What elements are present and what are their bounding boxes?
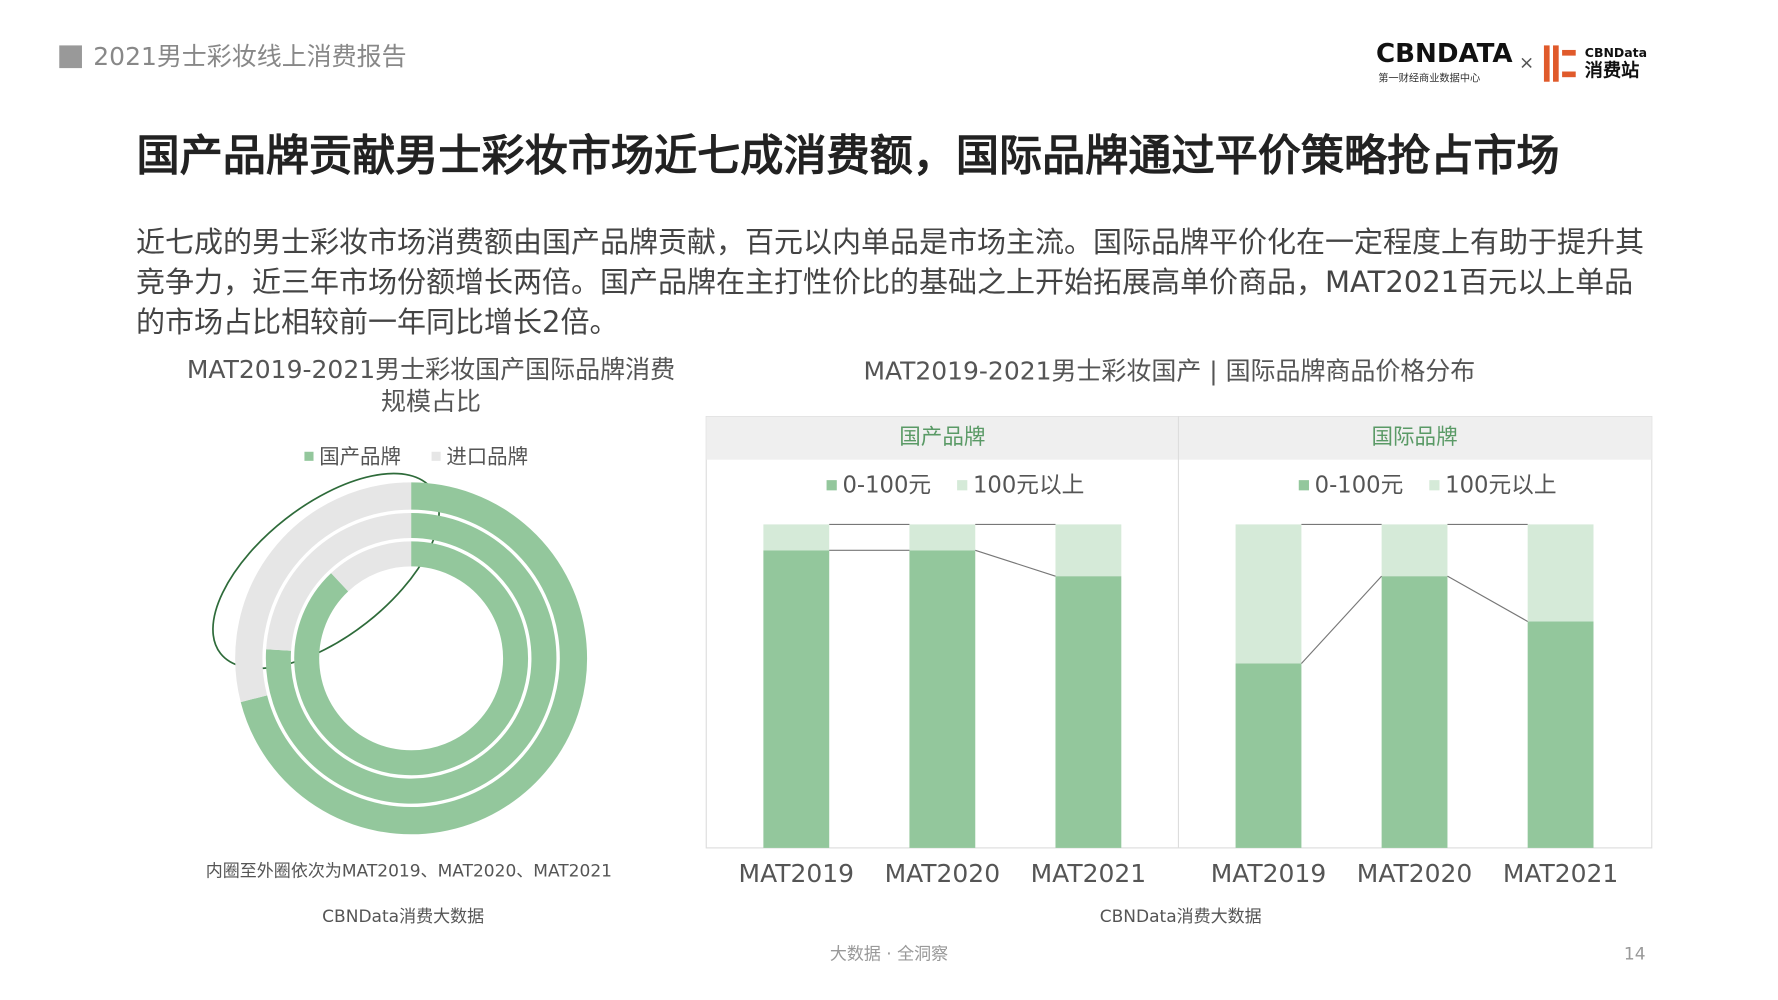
ring-arc [265, 513, 557, 804]
legend-swatch [304, 451, 314, 461]
legend-swatch [1298, 480, 1309, 491]
chart-title: MAT2019-2021男士彩妆国产 | 国际品牌商品价格分布 [863, 356, 1475, 385]
source: CBNData消费大数据 [322, 907, 484, 927]
panel-title: 国产品牌 [899, 425, 985, 450]
bar-segment [1381, 576, 1448, 848]
bar-segment [1235, 524, 1302, 664]
bar-segment [763, 550, 830, 848]
bar-segment [909, 524, 976, 551]
logo-sub: 第一财经商业数据中心 [1378, 71, 1480, 84]
bar-segment [1055, 524, 1122, 577]
legend-swatch [431, 451, 441, 461]
legend-swatch [826, 480, 837, 491]
ring-arc [266, 513, 412, 652]
ring-arc [240, 482, 588, 835]
logo-icon [1543, 45, 1576, 82]
series-connector [1447, 575, 1528, 622]
bar-segment [909, 550, 976, 848]
legend-swatch [1429, 480, 1440, 491]
ring-arc [294, 541, 529, 776]
title: 国产品牌贡献男士彩妆市场近七成消费额，国际品牌通过平价策略抢占市场 [136, 131, 1559, 181]
legend-label: 100元以上 [1445, 472, 1556, 498]
legend-swatch [957, 480, 968, 491]
legend-label: 100元以上 [973, 472, 1084, 498]
paragraph: 近七成的男士彩妆市场消费额由国产品牌贡献，百元以内单品是市场主流。国际品牌平价化… [136, 225, 1645, 339]
report-name: 2021男士彩妆线上消费报告 [93, 42, 406, 71]
series-connector [1300, 575, 1383, 664]
bar-segment [1055, 576, 1122, 848]
bar-segment [763, 524, 830, 551]
bar-segment [1381, 524, 1448, 577]
slogan: 大数据 · 全洞察 [830, 945, 948, 965]
ring-arc [331, 541, 412, 592]
logo-times: × [1519, 53, 1534, 74]
x-tick-label: MAT2021 [1031, 859, 1146, 888]
x-tick-label: MAT2019 [739, 859, 854, 888]
header-marker [59, 45, 82, 69]
page-number: 14 [1624, 945, 1646, 965]
x-tick-label: MAT2020 [1357, 859, 1472, 888]
legend-label: 0-100元 [842, 472, 931, 498]
series-connector [975, 549, 1056, 577]
source: CBNData消费大数据 [1100, 907, 1262, 927]
ring-arc [235, 482, 412, 703]
logo2-bottom: 消费站 [1585, 60, 1639, 82]
logo2-top: CBNData [1585, 45, 1647, 60]
x-tick-label: MAT2021 [1503, 859, 1618, 888]
legend-label: 进口品牌 [446, 444, 528, 468]
x-tick-label: MAT2019 [1211, 859, 1326, 888]
note: 内圈至外圈依次为MAT2019、MAT2020、MAT2021 [206, 862, 612, 882]
donut-title: MAT2019-2021男士彩妆国产国际品牌消费规模占比 [186, 355, 676, 416]
x-tick-label: MAT2020 [885, 859, 1000, 888]
bar-segment [1527, 524, 1594, 622]
bar-segment [1527, 621, 1594, 848]
legend-label: 0-100元 [1315, 472, 1404, 498]
logo: CBNDATA [1376, 39, 1513, 69]
legend-label: 国产品牌 [319, 444, 401, 468]
panel-title: 国际品牌 [1371, 425, 1457, 450]
bar-segment [1235, 663, 1302, 848]
